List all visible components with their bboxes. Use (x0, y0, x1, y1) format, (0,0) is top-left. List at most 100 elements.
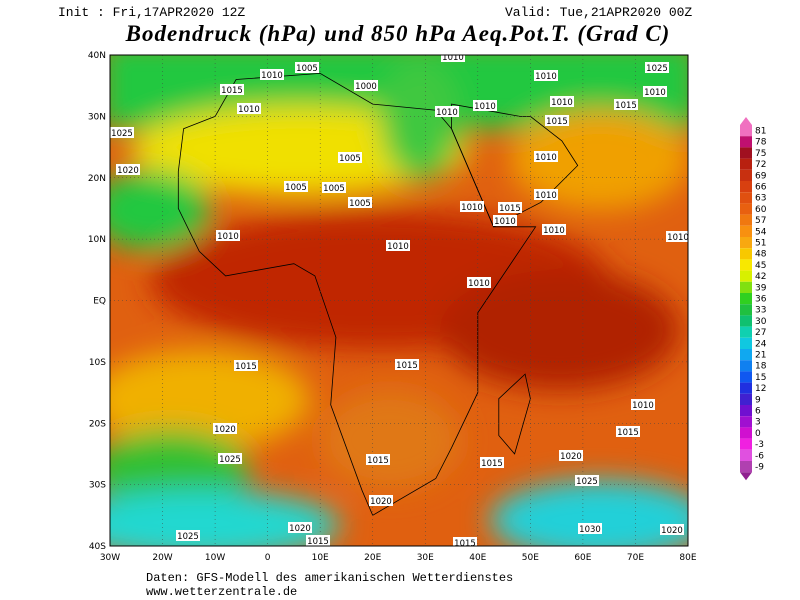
colorbar-label: 30 (755, 317, 767, 327)
colorbar-label: 63 (755, 194, 766, 204)
isobar-label-bg (260, 69, 284, 80)
colorbar-label: 42 (755, 272, 766, 282)
isobar-label-bg (435, 106, 459, 117)
isobar-label: 1010 (644, 88, 666, 98)
valid-time: Valid: Tue,21APR2020 00Z (505, 5, 692, 20)
graticule (110, 55, 688, 546)
colorbar-box (740, 293, 752, 305)
colorbar-box (740, 214, 752, 226)
colorbar-label: 6 (755, 407, 761, 417)
isobar-label-bg (575, 475, 599, 486)
isobar-label: 1015 (615, 101, 637, 111)
lon-label: 30W (100, 553, 120, 563)
colorbar-box (740, 125, 752, 137)
init-time: Init : Fri,17APR2020 12Z (58, 5, 245, 20)
isobar-label-bg (493, 215, 517, 226)
colorbar-label: 21 (755, 351, 766, 361)
isobar-label-bg (453, 537, 477, 546)
isobar-label: 1010 (468, 279, 490, 289)
isobar-label-bg (288, 522, 312, 533)
isobar-label: 1025 (177, 532, 199, 542)
colorbar-arrow-top (740, 117, 752, 125)
colorbar-box (740, 349, 752, 361)
isobar-label-bg (386, 240, 410, 251)
isobar-label-bg (666, 231, 688, 242)
footer-site: www.wetterzentrale.de (146, 585, 297, 599)
colorbar-box (740, 158, 752, 170)
axes: 30W 20W 10W 0 10E 20E 30E 40E 50E 60E 70E 80E 40N 30N… (88, 51, 697, 563)
isobar-label: 1015 (221, 86, 243, 96)
footer-source: Daten: GFS-Modell des amerikanischen Wet… (146, 571, 513, 585)
lon-label: 40E (469, 553, 486, 563)
isobar-label-bg (234, 360, 258, 371)
colorbar-label: -3 (755, 440, 764, 450)
colorbar-box (740, 225, 752, 237)
isobar-label: 1015 (235, 362, 257, 372)
isobar-label-bg (480, 457, 504, 468)
isobar-label: 1025 (646, 64, 668, 74)
colorbar-box (740, 281, 752, 293)
colorbar-box (740, 449, 752, 461)
colorbar-label: 81 (755, 127, 766, 137)
lat-label: 40N (88, 51, 106, 61)
colorbar-label: 0 (755, 429, 761, 439)
colorbar-label: 27 (755, 328, 766, 338)
isobar-label-bg (369, 495, 393, 506)
isobar-label: 1010 (535, 72, 557, 82)
isobar-label: 1015 (396, 361, 418, 371)
colorbar-box (740, 147, 752, 159)
colorbar-box (740, 461, 752, 473)
colorbar-box (740, 405, 752, 417)
isobar-label: 1010 (461, 203, 483, 213)
colorbar-label: 36 (755, 295, 767, 305)
colorbar-label: 24 (755, 339, 767, 349)
lat-label: 10N (88, 235, 106, 245)
isobar-label-bg (366, 454, 390, 465)
lon-label: 80E (679, 553, 696, 563)
isobar-label-bg (534, 70, 558, 81)
colorbar-box (740, 259, 752, 271)
isobar-label: 1020 (661, 526, 683, 536)
colorbar-label: 75 (755, 149, 766, 159)
colorbar-label: 60 (755, 205, 767, 215)
colorbar-box (740, 237, 752, 249)
isobar-label: 1015 (307, 537, 329, 547)
isobar-label: 1015 (617, 428, 639, 438)
isobar-label-bg (643, 86, 667, 97)
isobar-labels: 1010 1005 1000 1010 1010 1025 1015 1010 1010 1010… (110, 53, 688, 547)
colorbar-box (740, 360, 752, 372)
isobar-label-bg (295, 62, 319, 73)
lat-label: 10S (89, 358, 106, 368)
colorbar-box (740, 416, 752, 428)
lon-label: 10E (312, 553, 329, 563)
isobar-label-bg (498, 202, 522, 213)
isobar-label: 1010 (551, 98, 573, 108)
isobar-label: 1020 (560, 452, 582, 462)
isobar-label: 1010 (436, 108, 458, 118)
colorbar-box (740, 270, 752, 282)
lon-label: 10W (205, 553, 225, 563)
colorbar-box (740, 371, 752, 383)
colorbar-box (740, 315, 752, 327)
isobar-label-bg (348, 197, 372, 208)
colorbar-box (740, 248, 752, 260)
isobar-label: 1010 (442, 53, 464, 63)
isobar-label-bg (322, 182, 346, 193)
colorbar-label: 18 (755, 362, 767, 372)
isobar-label-bg (220, 84, 244, 95)
colorbar: 8178757269666360575451484542393633302724… (740, 117, 767, 481)
isobar-label-bg (660, 524, 684, 535)
isobar-label-bg (616, 426, 640, 437)
isobar-label-bg (176, 530, 200, 541)
isobar-label-bg (218, 453, 242, 464)
isobar-label: 1010 (238, 105, 260, 115)
isobar-label-bg (550, 96, 574, 107)
colorbar-box (740, 181, 752, 193)
isobar-label-bg (578, 523, 602, 534)
colorbar-label: 69 (755, 171, 767, 181)
isobar-label: 1020 (214, 425, 236, 435)
isobar-label-bg (545, 115, 569, 126)
isobar-label-bg (395, 359, 419, 370)
isobar-label: 1005 (285, 183, 307, 193)
isobar-label-bg (284, 181, 308, 192)
